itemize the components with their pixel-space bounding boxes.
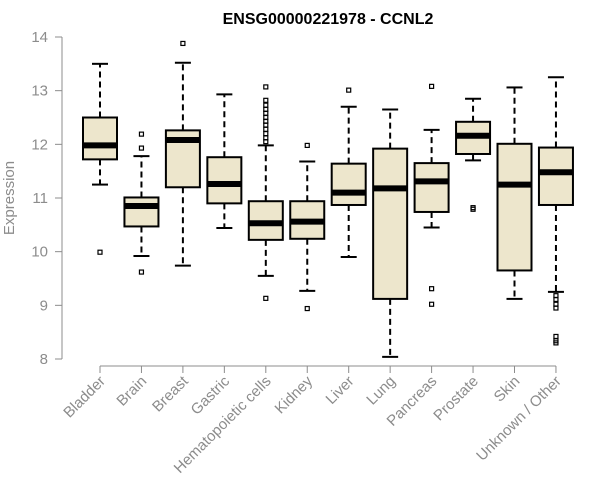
x-tick-label: Breast bbox=[149, 372, 192, 415]
y-tick-label: 11 bbox=[32, 190, 48, 207]
box-group bbox=[82, 62, 118, 255]
box bbox=[330, 162, 367, 206]
outlier-point bbox=[470, 206, 476, 212]
y-tick-label: 13 bbox=[31, 83, 48, 100]
y-tick-label: 9 bbox=[40, 297, 48, 314]
box-group bbox=[247, 84, 284, 301]
x-tick-label: Lung bbox=[363, 373, 399, 409]
box-group bbox=[496, 86, 533, 300]
box-group bbox=[537, 76, 574, 346]
outlier-point bbox=[304, 142, 310, 149]
boxes-group bbox=[82, 40, 574, 358]
box bbox=[496, 142, 533, 272]
outlier-point bbox=[263, 110, 269, 116]
outlier-point bbox=[138, 145, 145, 151]
x-tick-label: Bladder bbox=[60, 373, 109, 422]
outlier-point bbox=[429, 83, 435, 89]
box bbox=[82, 116, 118, 161]
outlier-point bbox=[263, 131, 269, 137]
outlier-point bbox=[553, 305, 559, 311]
outlier-point bbox=[263, 102, 269, 108]
outlier-point bbox=[180, 40, 186, 47]
outlier-point bbox=[304, 305, 310, 312]
x-tick-label: Skin bbox=[491, 373, 524, 406]
y-tick-label: 8 bbox=[40, 351, 48, 368]
box-group bbox=[330, 87, 367, 259]
box-group bbox=[372, 108, 409, 358]
x-tick-label: Brain bbox=[113, 373, 150, 410]
outlier-point bbox=[429, 286, 435, 292]
y-axis-label: Expression bbox=[1, 161, 18, 235]
outlier-point bbox=[263, 84, 269, 90]
chart-title: ENSG00000221978 - CCNL2 bbox=[223, 11, 434, 28]
y-tick-label: 14 bbox=[31, 29, 48, 46]
box bbox=[123, 196, 160, 228]
y-tick-label: 10 bbox=[31, 244, 48, 261]
outlier-point bbox=[553, 296, 559, 303]
outlier-point bbox=[553, 340, 559, 346]
y-tick-label: 12 bbox=[31, 136, 48, 153]
box bbox=[537, 146, 574, 206]
outlier-point bbox=[263, 97, 269, 103]
box-group bbox=[206, 93, 243, 230]
outlier-point bbox=[263, 295, 269, 301]
x-tick-label: Prostate bbox=[430, 373, 482, 425]
outlier-point bbox=[263, 122, 269, 128]
box bbox=[413, 162, 450, 213]
outlier-point bbox=[263, 139, 269, 145]
outlier-point bbox=[429, 301, 435, 307]
box-group bbox=[455, 97, 492, 212]
outlier-point bbox=[138, 269, 145, 275]
outlier-point bbox=[138, 131, 145, 137]
box-group bbox=[413, 83, 450, 307]
box-group bbox=[164, 40, 201, 267]
box-group bbox=[289, 142, 326, 312]
outlier-point bbox=[346, 87, 352, 93]
outlier-point bbox=[263, 126, 269, 132]
x-tick-label: Liver bbox=[323, 373, 358, 408]
outlier-point bbox=[97, 249, 103, 255]
box bbox=[206, 156, 243, 205]
box-group bbox=[123, 131, 160, 275]
y-axis: 8 9 10 11 12 13 14 bbox=[31, 29, 63, 368]
outlier-point bbox=[553, 333, 559, 340]
box bbox=[372, 147, 409, 300]
x-tick-label: Kidney bbox=[272, 372, 317, 417]
